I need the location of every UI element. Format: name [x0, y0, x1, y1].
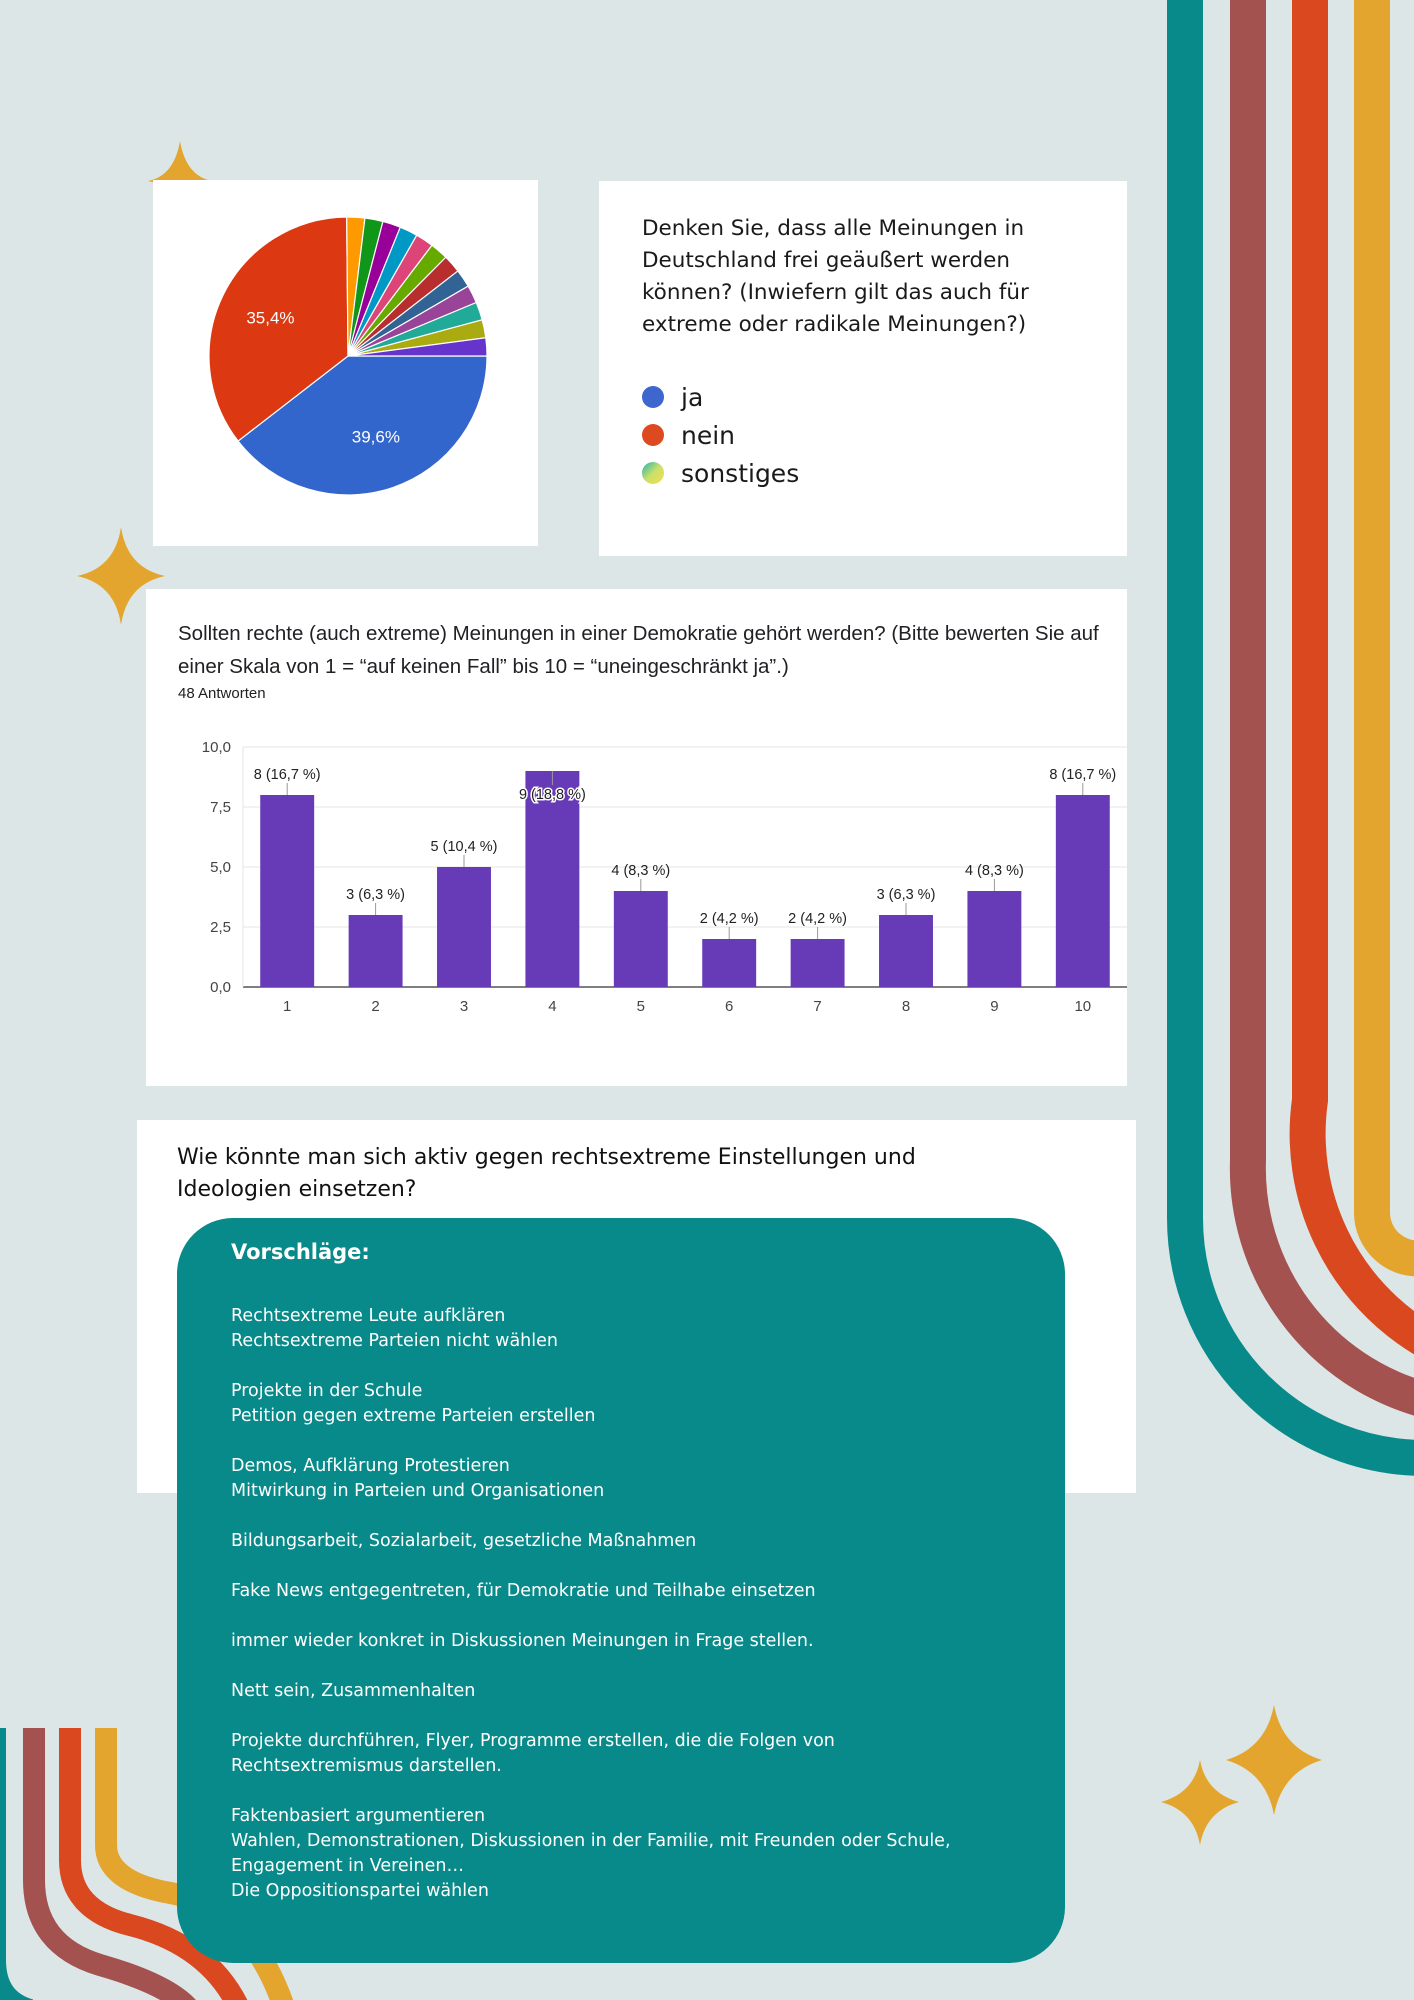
bar-data-label: 9 (18,8 %): [519, 787, 586, 803]
suggestion-group: immer wieder konkret in Diskussionen Mei…: [231, 1629, 1031, 1654]
x-tick-label: 7: [813, 998, 821, 1015]
bar-data-label: 2 (4,2 %): [788, 911, 847, 927]
suggestion-group: Faktenbasiert argumentieren Wahlen, Demon…: [231, 1804, 1031, 1904]
bar-4: [525, 771, 580, 987]
bar-data-label: 5 (10,4 %): [431, 839, 498, 855]
x-tick-label: 2: [371, 998, 379, 1015]
suggestions-box: Vorschläge: Rechtsextreme Leute aufkläre…: [177, 1218, 1065, 1963]
suggestion-line: Rechtsextremismus darstellen.: [231, 1756, 502, 1776]
bar-8: [879, 915, 933, 987]
bar-data-label: 3 (6,3 %): [346, 887, 405, 903]
bar-data-label: 2 (4,2 %): [700, 911, 759, 927]
pie-chart-card: 39,6% 35,4%: [153, 180, 538, 546]
right-rainbow-stripes: [1167, 0, 1414, 1476]
bar-data-label: 8 (16,7 %): [1049, 767, 1116, 783]
x-tick-label: 8: [902, 998, 910, 1015]
y-tick-label: 2,5: [210, 919, 231, 936]
pie-slice-sonstiges-12: [347, 337, 488, 357]
stripe-mustard: [1354, 0, 1414, 1277]
x-tick-label: 5: [637, 998, 645, 1015]
legend-item-ja: ja: [642, 379, 703, 415]
suggestion-group: Bildungsarbeit, Sozialarbeit, gesetzlich…: [231, 1529, 1031, 1554]
stripe-teal: [1167, 0, 1414, 1476]
bar-1: [260, 795, 315, 987]
bar-data-label: 4 (8,3 %): [965, 863, 1024, 879]
question-legend-card: Denken Sie, dass alle Meinungen in Deuts…: [599, 181, 1127, 556]
suggestion-line: Rechtsextreme Parteien nicht wählen: [231, 1331, 558, 1351]
legend-label-nein: nein: [681, 420, 736, 450]
bar-6: [702, 939, 757, 987]
legend-dot-ja: [642, 386, 664, 408]
suggestion-group: Projekte durchführen, Flyer, Programme e…: [231, 1729, 1031, 1779]
y-tick-label: 7,5: [210, 799, 231, 816]
bar-data-label: 4 (8,3 %): [611, 863, 670, 879]
sparkle-right-small: [1161, 1760, 1239, 1845]
stripe-brown: [1229, 0, 1414, 1416]
suggestion-line: Petition gegen extreme Parteien erstelle…: [231, 1406, 596, 1426]
suggestion-group: Nett sein, Zusammenhalten: [231, 1679, 1031, 1704]
bar-9: [967, 891, 1022, 987]
suggestion-line: Wahlen, Demonstrationen, Diskussionen in…: [231, 1831, 951, 1851]
legend-label-ja: ja: [681, 382, 704, 412]
legend-label-sonstiges: sonstiges: [681, 458, 800, 488]
pie-question-text: Denken Sie, dass alle Meinungen in Deuts…: [642, 216, 1029, 337]
suggestion-group: Projekte in der Schule Petition gegen ext…: [231, 1379, 1031, 1429]
x-tick-label: 9: [990, 998, 998, 1015]
sparkle-left: [77, 527, 165, 625]
left-rainbow-stripes: [0, 1728, 294, 2000]
suggestion-line: Nett sein, Zusammenhalten: [231, 1681, 476, 1701]
suggestion-line: Engagement in Vereinen…: [231, 1856, 464, 1876]
x-tick-label: 4: [548, 998, 556, 1015]
bar-7: [790, 939, 845, 987]
suggestion-line: Faktenbasiert argumentieren: [231, 1806, 486, 1826]
x-tick-label: 3: [460, 998, 468, 1015]
suggestion-line: Projekte in der Schule: [231, 1381, 423, 1401]
y-tick-label: 10,0: [202, 739, 231, 756]
pie-data-label: 35,4%: [246, 308, 294, 327]
question3-text: Wie könnte man sich aktiv gegen rechtsex…: [177, 1145, 916, 1202]
stripe-teal-left: [0, 1728, 34, 2000]
pie-data-label: 39,6%: [352, 428, 400, 447]
response-count: 48 Antworten: [178, 685, 266, 702]
sparkle-right-large: [1226, 1705, 1322, 1815]
suggestion-line: Fake News entgegentreten, für Demokratie…: [231, 1581, 816, 1601]
pie-slice-ja: [237, 355, 488, 496]
legend-dot-sonstiges: [642, 462, 664, 484]
bar-data-label: 3 (6,3 %): [877, 887, 936, 903]
stripe-brown-left: [23, 1728, 196, 2000]
bar-chart: 0,0 2,5 5,0 7,5 10,0 1 8 (16,7 %) 2 3 (6,3 %) 3 5 …: [202, 739, 1127, 1015]
y-tick-label: 5,0: [210, 859, 231, 876]
x-tick-label: 1: [283, 998, 291, 1015]
bar-chart-title: Sollten rechte (auch extreme) Meinungen …: [178, 622, 1099, 678]
legend-dot-nein: [642, 424, 664, 446]
bar-3: [437, 867, 491, 987]
legend-item-nein: nein: [642, 417, 735, 453]
y-tick-label: 0,0: [210, 979, 231, 996]
legend-item-sonstiges: sonstiges: [642, 455, 799, 491]
suggestions-title: Vorschläge:: [231, 1240, 370, 1264]
suggestion-line: immer wieder konkret in Diskussionen Mei…: [231, 1631, 814, 1651]
suggestion-line: Bildungsarbeit, Sozialarbeit, gesetzlich…: [231, 1531, 697, 1551]
pie-chart: 39,6% 35,4%: [208, 216, 488, 496]
suggestion-group: Rechtsextreme Leute aufklären Rechtsextre…: [231, 1304, 1031, 1354]
stripe-orange: [1289, 0, 1414, 1355]
pie-slice-nein: [208, 216, 349, 442]
stripe-orange-left: [59, 1728, 248, 2000]
suggestion-group: Fake News entgegentreten, für Demokratie…: [231, 1579, 1031, 1604]
suggestion-line: Die Oppositionspartei wählen: [231, 1881, 489, 1901]
suggestion-line: Projekte durchführen, Flyer, Programme e…: [231, 1731, 835, 1751]
x-tick-label: 10: [1074, 998, 1091, 1015]
suggestion-line: Rechtsextreme Leute aufklären: [231, 1306, 506, 1326]
bar-chart-card: 0,0 2,5 5,0 7,5 10,0 1 8 (16,7 %) 2 3 (6,3 %) 3 5 …: [146, 589, 1127, 1086]
x-tick-label: 6: [725, 998, 733, 1015]
suggestion-group: Demos, Aufklärung Protestieren Mitwirkung…: [231, 1454, 1031, 1504]
bar-10: [1055, 795, 1110, 987]
suggestion-line: Demos, Aufklärung Protestieren: [231, 1456, 510, 1476]
suggestion-line: Mitwirkung in Parteien und Organisatione…: [231, 1481, 605, 1501]
bar-2: [348, 915, 403, 987]
bar-5: [613, 891, 668, 987]
suggestions-list: Rechtsextreme Leute aufklären Rechtsextre…: [231, 1304, 1031, 1929]
bar-data-label: 8 (16,7 %): [254, 767, 321, 783]
